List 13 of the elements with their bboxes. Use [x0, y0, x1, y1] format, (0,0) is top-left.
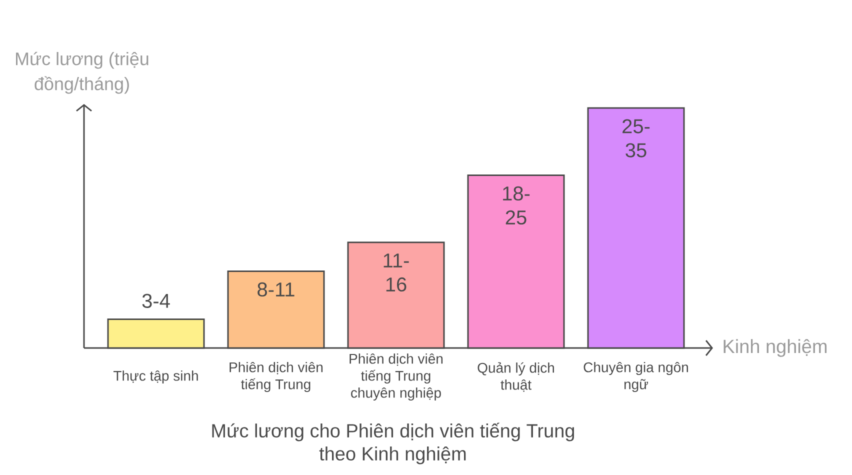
x-axis-title: Kinh nghiệm — [724, 339, 827, 357]
y-axis-title: Mức lương (triệu đồng/tháng) — [16, 52, 148, 94]
x-tick-label: Chuyên gia ngôn ngữ — [584, 362, 688, 392]
text: Mức lương cho Phiên dịch viên tiếng Trung theo Kinh nghiệm — [212, 422, 574, 464]
x-tick-label: Phiên dịch viên tiếng Trung chuyên nghiệp — [350, 353, 443, 401]
annotation: 3-4 — [142, 294, 170, 308]
annotation: 11-16 — [384, 254, 409, 292]
annotation: 18-25 — [503, 186, 530, 225]
x-tick-label: Quản lý dịch thuật — [478, 362, 554, 392]
x-tick-label: Thực tập sinh — [114, 370, 198, 384]
x-tick-label: Phiên dịch viên tiếng Trung — [230, 362, 323, 392]
annotation: 25-35 — [622, 119, 650, 158]
annotation: 8-11 — [258, 282, 294, 297]
